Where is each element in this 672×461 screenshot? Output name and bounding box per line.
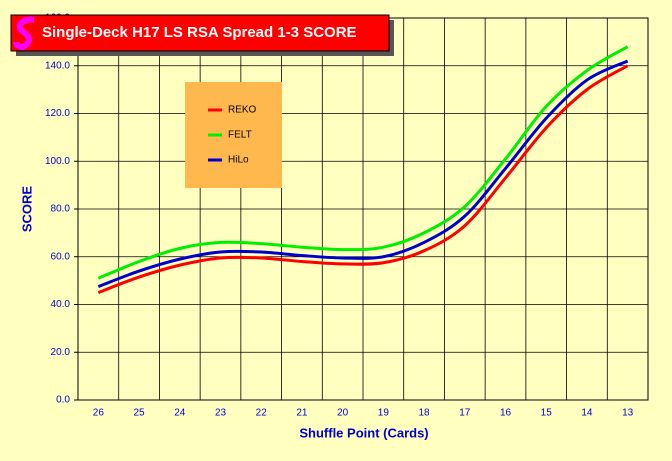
x-tick-label: 18 [419, 408, 431, 419]
x-tick-label: 24 [174, 408, 186, 419]
series-line [97, 59, 629, 288]
y-tick-label: 20.0 [51, 347, 71, 358]
series-line [97, 45, 629, 280]
chart-title: Single-Deck H17 LS RSA Spread 1-3 SCORE [42, 24, 357, 41]
y-tick-label: 140.0 [45, 60, 70, 71]
x-tick-label: 19 [378, 408, 390, 419]
y-tick-label: 100.0 [45, 156, 70, 167]
x-tick-label: 22 [256, 408, 268, 419]
logo [13, 16, 35, 50]
y-tick-label: 80.0 [51, 204, 71, 215]
title-box [10, 14, 390, 52]
x-tick-label: 17 [459, 408, 471, 419]
legend-box [185, 82, 282, 188]
x-tick-label: 14 [581, 408, 593, 419]
x-tick-label: 26 [93, 408, 105, 419]
y-tick-label: 40.0 [51, 299, 71, 310]
y-axis-label: SCORE [19, 186, 34, 233]
x-tick-label: 25 [134, 408, 146, 419]
y-tick-label: 120.0 [45, 108, 70, 119]
x-tick-label: 16 [500, 408, 512, 419]
y-tick-label: 60.0 [51, 251, 71, 262]
x-tick-label: 23 [215, 408, 227, 419]
series-line [97, 64, 629, 294]
x-axis-label: Shuffle Point (Cards) [299, 425, 428, 440]
x-tick-label: 20 [337, 408, 349, 419]
y-tick-label: 0.0 [56, 395, 70, 406]
x-tick-label: 13 [622, 408, 634, 419]
legend: REKO FELT HiLo [208, 105, 257, 166]
legend-label: FELT [228, 130, 252, 141]
plot: 0.020.040.060.080.0100.0120.0140.0160.02… [45, 13, 649, 419]
legend-label: REKO [228, 105, 257, 116]
x-tick-label: 21 [296, 408, 308, 419]
x-tick-label: 15 [541, 408, 553, 419]
legend-label: HiLo [228, 155, 249, 166]
